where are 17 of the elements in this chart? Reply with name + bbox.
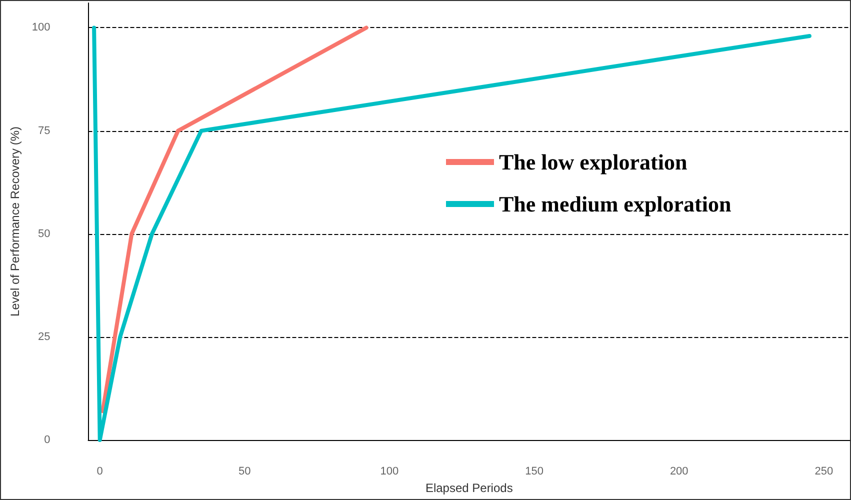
legend-label: The medium exploration	[499, 192, 732, 216]
x-tick-label: 200	[670, 466, 688, 478]
line-series	[92, 26, 812, 442]
y-tick-label: 50	[38, 228, 50, 240]
x-tick-label: 100	[380, 466, 399, 478]
x-tick-label: 150	[525, 466, 544, 478]
y-tick-label: 75	[38, 124, 50, 137]
y-axis-title: Level of Performance Recovery (%)	[8, 126, 22, 317]
legend-label: The low exploration	[499, 150, 688, 174]
x-axis-title: Elapsed Periods	[425, 481, 513, 495]
y-tick-label: 0	[44, 434, 50, 446]
x-tick-label: 0	[96, 466, 103, 478]
y-tick-label: 100	[32, 22, 50, 34]
line-series	[100, 26, 368, 414]
x-tick-label: 50	[238, 466, 251, 478]
y-tick-label: 25	[38, 330, 50, 343]
x-tick-label: 250	[814, 466, 834, 478]
